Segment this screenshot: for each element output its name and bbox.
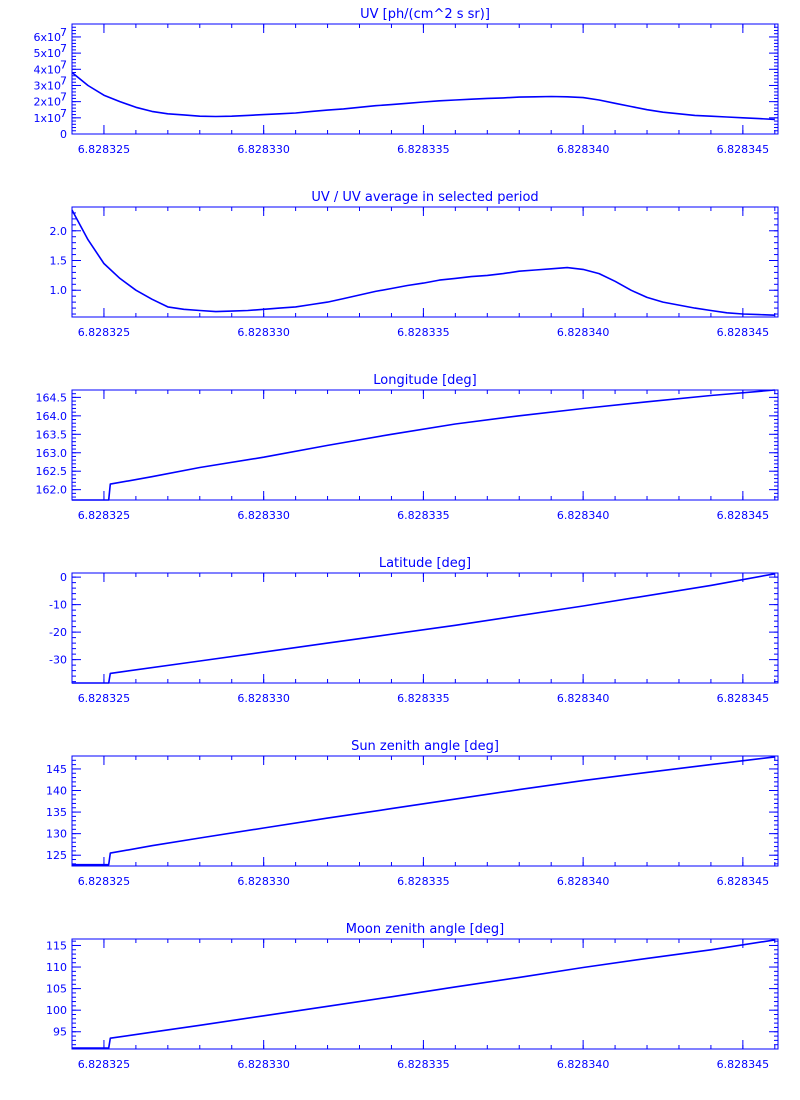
chart-title: UV [ph/(cm^2 s sr)] — [360, 7, 490, 22]
x-tick-label: 6.828335 — [397, 143, 450, 156]
x-tick-label: 6.828330 — [237, 875, 290, 888]
y-tick-exponent: 7 — [60, 26, 67, 39]
x-tick-label: 6.828345 — [717, 509, 770, 522]
x-tick-label: 6.828325 — [78, 692, 131, 705]
y-tick-label: 130 — [46, 828, 67, 841]
y-tick-label: 163.5 — [36, 428, 68, 441]
x-tick-label: 6.828335 — [397, 1058, 450, 1071]
y-tick-label: 162.5 — [36, 465, 68, 478]
x-tick-label: 6.828340 — [557, 875, 610, 888]
y-tick-label: -20 — [49, 626, 67, 639]
plot-frame — [71, 755, 779, 867]
y-tick-label: 0 — [60, 571, 67, 584]
x-tick-label: 6.828325 — [78, 143, 131, 156]
x-tick-label: 6.828340 — [557, 692, 610, 705]
y-tick-exponent: 7 — [60, 91, 67, 104]
series-line-1 — [72, 756, 775, 866]
panel-3: Longitude [deg] 6.828325 6.828330 6.828335 6… — [36, 373, 779, 522]
x-tick-label: 6.828335 — [397, 692, 450, 705]
panel-2: UV / UV average in selected period 6.8283… — [50, 190, 779, 339]
y-tick-exponent: 7 — [60, 42, 67, 55]
tick-marks — [71, 389, 778, 500]
x-tick-label: 6.828340 — [557, 509, 610, 522]
y-tick-label: 164.5 — [36, 391, 68, 404]
y-tick-label: 125 — [46, 849, 67, 862]
chart-title: Latitude [deg] — [379, 556, 471, 571]
chart-title: Longitude [deg] — [373, 373, 476, 388]
x-tick-label: 6.828330 — [237, 143, 290, 156]
y-tick-label: 1.5 — [50, 255, 68, 268]
y-tick-label: 162.0 — [36, 484, 68, 497]
x-tick-label: 6.828330 — [237, 509, 290, 522]
series-line-1 — [71, 71, 775, 121]
x-tick-label: 6.828335 — [397, 326, 450, 339]
y-tick-label: 4x10 — [33, 63, 61, 76]
y-tick-label: 2x10 — [33, 96, 61, 109]
x-tick-label: 6.828345 — [717, 1058, 770, 1071]
y-tick-label: 1.0 — [50, 284, 68, 297]
y-tick-label: 3x10 — [33, 79, 61, 92]
x-tick-label: 6.828330 — [237, 1058, 290, 1071]
y-tick-label: -10 — [49, 599, 67, 612]
y-tick-exponent: 7 — [60, 107, 67, 120]
panel-5: Sun zenith angle [deg] 6.828325 6.828330 6.… — [46, 739, 779, 888]
y-tick-label: 145 — [46, 763, 67, 776]
y-tick-label: 0 — [60, 128, 67, 141]
y-tick-label: 1x10 — [33, 112, 61, 125]
y-tick-label: 6x10 — [33, 31, 61, 44]
plot-frame — [71, 206, 779, 318]
y-tick-label: 95 — [53, 1026, 67, 1039]
x-tick-label: 6.828330 — [237, 326, 290, 339]
panel-1: UV [ph/(cm^2 s sr)] 6.828325 6.828330 6.828… — [33, 7, 779, 156]
y-tick-label: 2.0 — [50, 225, 68, 238]
plot-frame — [71, 938, 779, 1050]
plot-frame — [71, 23, 779, 135]
x-tick-label: 6.828345 — [717, 326, 770, 339]
x-tick-label: 6.828335 — [397, 509, 450, 522]
tick-marks — [71, 755, 778, 866]
series-line-1 — [71, 209, 775, 316]
x-tick-label: 6.828325 — [78, 875, 131, 888]
x-tick-label: 6.828325 — [78, 1058, 131, 1071]
series-line-1 — [72, 573, 775, 684]
y-tick-label: 135 — [46, 806, 67, 819]
y-tick-label: 115 — [46, 939, 67, 952]
chart-title: Moon zenith angle [deg] — [346, 922, 504, 937]
x-tick-label: 6.828340 — [557, 143, 610, 156]
y-tick-label: 5x10 — [33, 47, 61, 60]
y-tick-label: -30 — [49, 654, 67, 667]
x-tick-label: 6.828335 — [397, 875, 450, 888]
x-tick-label: 6.828330 — [237, 692, 290, 705]
y-tick-label: 163.0 — [36, 447, 68, 460]
y-tick-exponent: 7 — [60, 74, 67, 87]
y-tick-label: 100 — [46, 1004, 67, 1017]
x-tick-label: 6.828345 — [717, 875, 770, 888]
y-tick-exponent: 7 — [60, 58, 67, 71]
series-line-1 — [72, 389, 775, 501]
x-tick-label: 6.828325 — [78, 509, 131, 522]
panel-4: Latitude [deg] 6.828325 6.828330 6.828335 6.… — [49, 556, 779, 705]
tick-marks — [71, 23, 778, 135]
x-tick-label: 6.828345 — [717, 143, 770, 156]
y-tick-label: 140 — [46, 785, 67, 798]
chart-title: Sun zenith angle [deg] — [351, 739, 499, 754]
y-tick-label: 164.0 — [36, 410, 68, 423]
x-tick-label: 6.828340 — [557, 1058, 610, 1071]
plot-frame — [71, 389, 779, 501]
panel-6: Moon zenith angle [deg] 6.828325 6.828330 6… — [46, 922, 779, 1071]
tick-marks — [71, 573, 778, 683]
y-tick-label: 110 — [46, 961, 67, 974]
y-tick-label: 105 — [46, 983, 67, 996]
series-line-1 — [72, 939, 775, 1049]
x-tick-label: 6.828325 — [78, 326, 131, 339]
x-tick-label: 6.828340 — [557, 326, 610, 339]
chart-title: UV / UV average in selected period — [311, 190, 538, 205]
tick-marks — [71, 207, 778, 317]
plot-frame — [71, 572, 779, 684]
x-tick-label: 6.828345 — [717, 692, 770, 705]
